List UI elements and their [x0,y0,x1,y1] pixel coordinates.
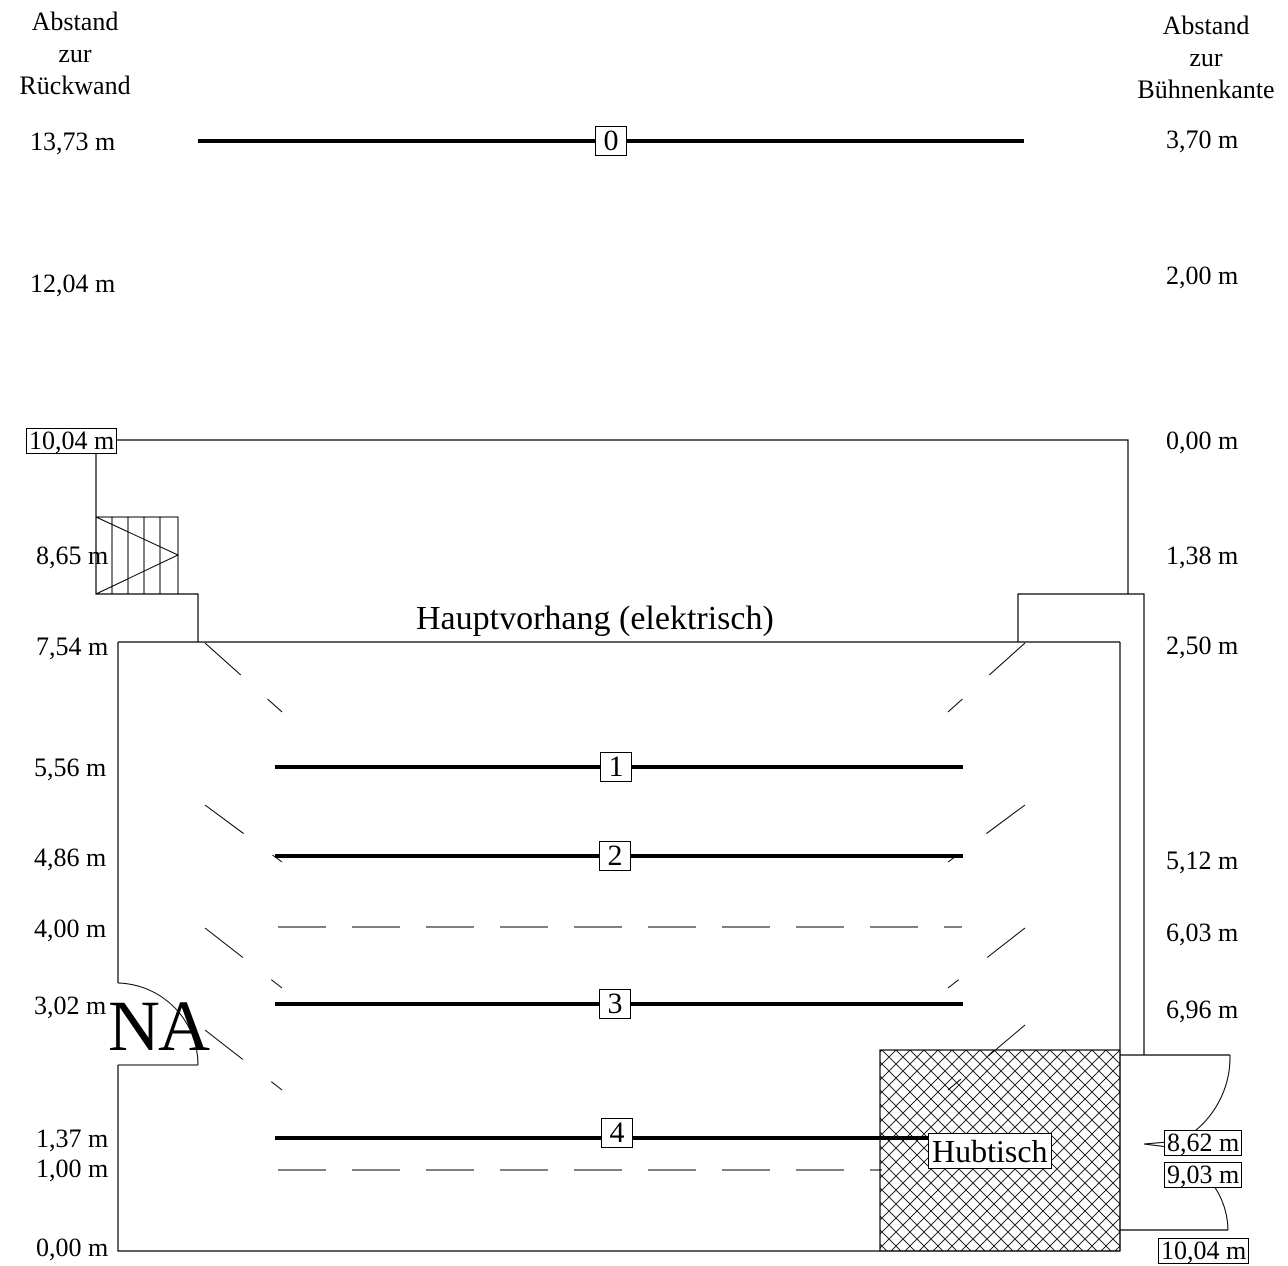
left-label: 7,54 m [36,632,109,661]
right-label: 6,96 m [1166,995,1239,1024]
right-header: Abstand zur Bühnenkante [1128,10,1284,106]
left-label: 4,00 m [34,914,107,943]
lift-table-label: Hubtisch [928,1133,1052,1169]
emergency-exit-label: NA [108,986,210,1066]
batten-number: 2 [599,841,631,871]
left-label: 13,73 m [30,127,116,156]
right-label: 1,38 m [1166,541,1239,570]
right-label-boxed: 9,03 m [1164,1162,1243,1188]
batten-number: 0 [595,126,627,156]
left-label: 8,65 m [36,541,109,570]
left-header-line: Rückwand [19,71,131,100]
right-label: 5,12 m [1166,846,1239,875]
batten-number: 3 [599,989,631,1019]
right-header-line: Bühnenkante [1137,75,1275,104]
right-label: 6,03 m [1166,918,1239,947]
left-label: 12,04 m [30,269,116,298]
wing-lines [204,642,1026,1091]
right-header-line: Abstand [1162,11,1250,40]
left-label: 5,56 m [34,753,107,782]
left-label: 3,02 m [34,991,107,1020]
right-label: 3,70 m [1166,125,1239,154]
left-label: 1,00 m [36,1154,109,1183]
left-label: 0,00 m [36,1233,109,1262]
marker-arrow [1143,1141,1169,1148]
right-header-line: zur [1189,43,1223,72]
left-header: Abstand zur Rückwand [8,6,142,102]
staircase [95,516,180,595]
left-header-line: zur [58,39,92,68]
left-label-boxed: 10,04 m [26,428,118,454]
batten-number: 1 [600,752,632,782]
main-curtain-label: Hauptvorhang (elektrisch) [416,600,774,637]
emergency-exit-door [117,982,199,1066]
left-header-line: Abstand [31,7,119,36]
batten-number: 4 [601,1118,633,1148]
right-label: 0,00 m [1166,426,1239,455]
left-label: 1,37 m [36,1124,109,1153]
right-label: 2,00 m [1166,261,1239,290]
right-label-boxed: 10,04 m [1158,1238,1250,1264]
right-label-boxed: 8,62 m [1164,1130,1243,1156]
right-label: 2,50 m [1166,631,1239,660]
left-label: 4,86 m [34,843,107,872]
